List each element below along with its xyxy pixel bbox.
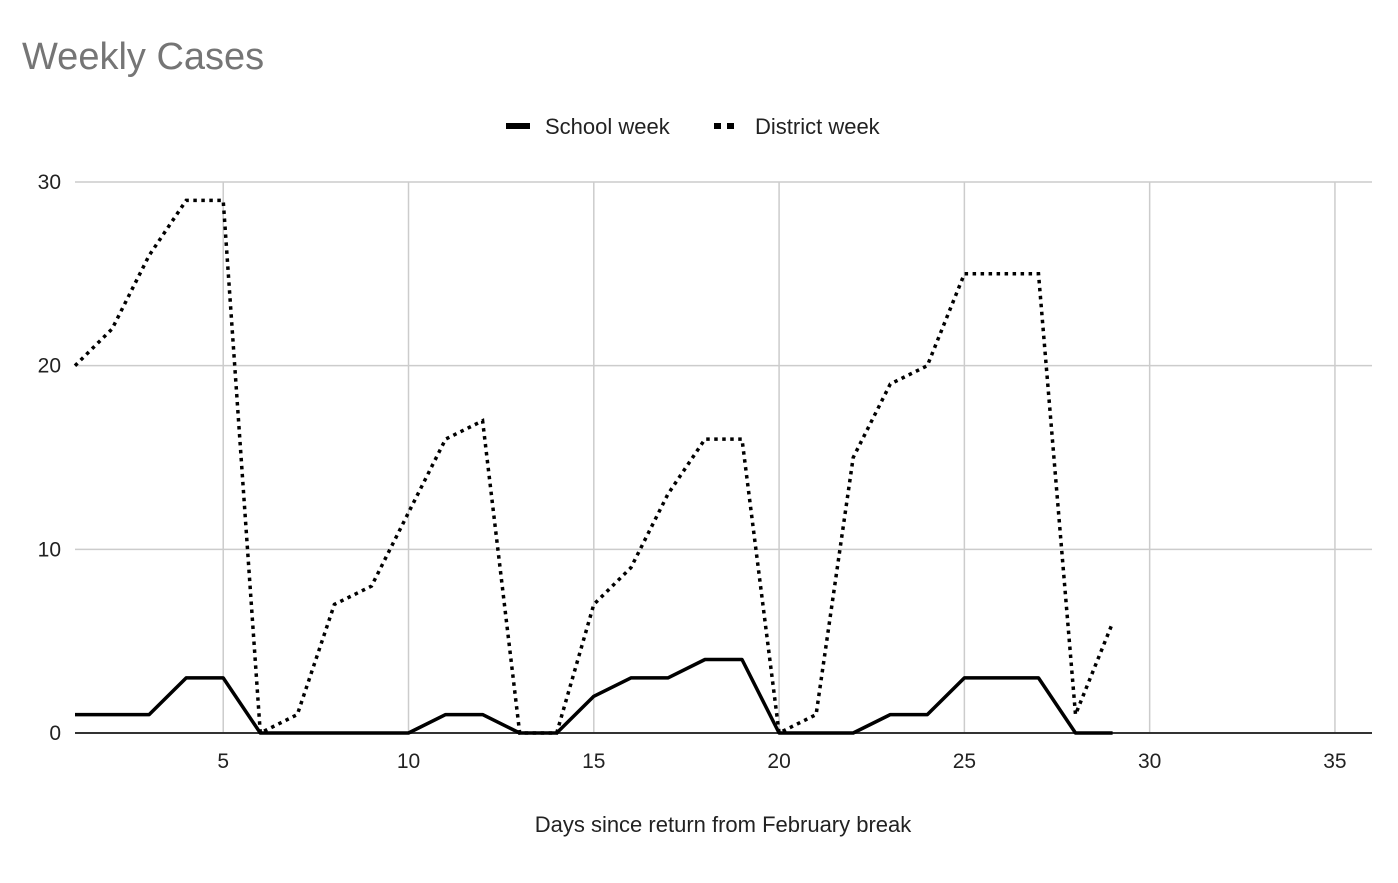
y-tick-label: 20 [38,355,61,378]
series-lines [73,198,1115,736]
legend-item: School week [506,114,671,139]
legend-item: District week [714,114,881,139]
legend-label: District week [755,114,881,139]
y-tick-label: 0 [49,722,61,745]
x-tick-label: 10 [397,750,420,773]
gridlines [75,181,1372,733]
x-tick-label: 5 [217,750,229,773]
axes: 0 10 20 30 5 10 15 20 25 30 35 [38,171,1372,773]
x-tick-label: 15 [582,750,605,773]
x-tick-label: 20 [767,750,790,773]
x-tick-label: 30 [1138,750,1161,773]
legend: School week District week [506,114,881,139]
x-tick-label: 35 [1323,750,1346,773]
series-line-school-week [75,657,1113,735]
x-axis-label: Days since return from February break [535,812,913,837]
y-tick-label: 30 [38,171,61,194]
series-line-district-week [73,198,1115,736]
x-tick-label: 25 [953,750,976,773]
y-tick-label: 10 [38,538,61,561]
legend-label: School week [545,114,671,139]
chart-title: Weekly Cases [22,36,265,78]
